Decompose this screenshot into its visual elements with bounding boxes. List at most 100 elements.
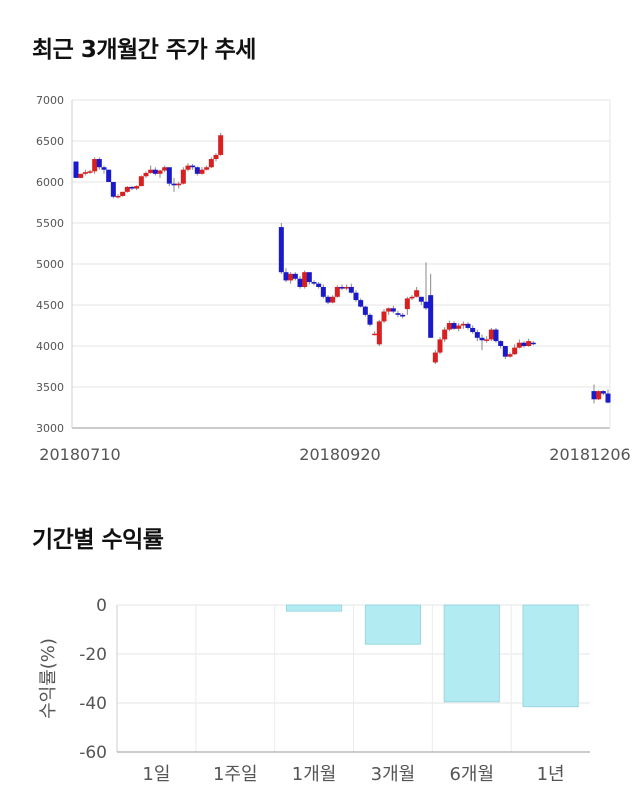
y-tick-label: -40 <box>79 694 107 714</box>
candle-body <box>474 332 480 338</box>
candle-body <box>176 183 182 186</box>
candle-body <box>605 393 611 403</box>
candle-body <box>306 272 312 283</box>
candle-body <box>498 341 504 346</box>
candle-body <box>376 321 382 345</box>
candle-body <box>73 161 79 178</box>
candle-body <box>106 169 112 182</box>
x-tick-label: 20180710 <box>39 445 120 464</box>
candle-body <box>409 296 415 299</box>
stock-trend-title: 최근 3개월간 주가 추세 <box>32 37 256 63</box>
bar-1개월 <box>285 604 343 612</box>
candle-body <box>502 346 508 357</box>
candle-body <box>358 300 364 307</box>
candle-body <box>148 169 154 173</box>
candle-body <box>362 306 368 315</box>
candle-body <box>292 273 298 279</box>
candle-body <box>512 347 518 355</box>
candle-body <box>456 325 462 329</box>
candle-body <box>418 296 424 302</box>
candle-body <box>302 272 308 287</box>
candle-body <box>320 286 326 297</box>
candle-body <box>404 298 410 310</box>
x-tick-label: 3개월 <box>371 764 416 785</box>
candle-body <box>297 278 303 287</box>
candle-body <box>129 186 135 189</box>
candle-body <box>288 273 294 281</box>
bar-6개월 <box>443 604 500 703</box>
candle-body <box>199 169 205 174</box>
candle-body <box>381 311 387 322</box>
candle-body <box>470 327 476 333</box>
x-tick-label: 1년 <box>537 764 565 785</box>
y-tick-label: 7000 <box>36 94 64 107</box>
candle-body <box>493 329 499 342</box>
period-returns-title: 기간별 수익률 <box>32 527 164 553</box>
candle-body <box>311 282 317 284</box>
candle-body <box>101 167 107 170</box>
y-tick-label: 5000 <box>36 258 64 271</box>
candle-body <box>278 227 284 273</box>
period-returns-bar-chart: 0 -20 -40 -60 1일 1주일 1개월 3개월 6개월 1년 수익률(%) <box>38 596 590 785</box>
y-axis-label: 수익률(%) <box>38 638 59 719</box>
candle-body <box>344 286 350 289</box>
y-tick-label: 3500 <box>36 381 64 394</box>
candle-body <box>330 296 336 303</box>
candle-body <box>484 339 490 341</box>
y-tick-label: -60 <box>79 743 107 763</box>
y-tick-label: 4000 <box>36 340 64 353</box>
candle-body <box>386 308 392 312</box>
candle-body <box>465 323 471 328</box>
x-tick-label: 20180920 <box>299 445 380 464</box>
x-tick-label: 1주일 <box>213 764 258 785</box>
candle-body <box>372 333 378 336</box>
candle-body <box>190 165 196 168</box>
candle-body <box>143 172 149 177</box>
y-tick-label: -20 <box>79 645 107 665</box>
candle-body <box>334 286 340 297</box>
candle-body <box>124 186 130 192</box>
candle-body <box>428 295 434 338</box>
candle-body <box>283 272 289 281</box>
bar-1년 <box>522 604 579 708</box>
candle-body <box>442 329 448 340</box>
candle-body <box>479 337 485 341</box>
candle-body <box>110 182 116 197</box>
candle-body <box>596 391 602 400</box>
candle-body <box>400 314 406 317</box>
candle-body <box>78 173 84 178</box>
candle-body <box>157 170 163 174</box>
candle-body <box>82 172 88 174</box>
candle-body <box>521 342 527 346</box>
candle-body <box>92 159 98 172</box>
candle-body <box>591 391 597 400</box>
candle-body <box>348 286 354 293</box>
candle-body <box>414 290 420 297</box>
candle-body <box>390 308 396 312</box>
candle-body <box>526 341 532 346</box>
candle-body <box>96 159 102 168</box>
candle-body <box>395 313 401 315</box>
candle-body <box>507 354 513 357</box>
candle-body <box>325 296 331 303</box>
y-tick-label: 6500 <box>36 135 64 148</box>
candle-body <box>194 167 200 174</box>
candle-body <box>530 342 536 345</box>
candle-body <box>446 323 452 330</box>
stock-candlestick-chart: 7000 6500 6000 5500 5000 4500 4000 3500 3000 2018… <box>36 94 631 464</box>
candle-body <box>367 314 373 325</box>
candle-body <box>213 154 219 160</box>
candle-body <box>87 171 93 173</box>
candle-body <box>171 183 177 186</box>
candle-body <box>437 339 443 353</box>
candle-body <box>138 176 144 187</box>
candle-body <box>600 391 606 394</box>
y-tick-label: 3000 <box>36 422 64 435</box>
candle-body <box>208 159 214 168</box>
candle-body <box>180 169 186 184</box>
candle-body <box>516 342 522 348</box>
candle-body <box>204 167 210 170</box>
x-tick-label: 20181206 <box>549 445 630 464</box>
candle-body <box>120 191 126 196</box>
candle-body <box>451 323 457 329</box>
